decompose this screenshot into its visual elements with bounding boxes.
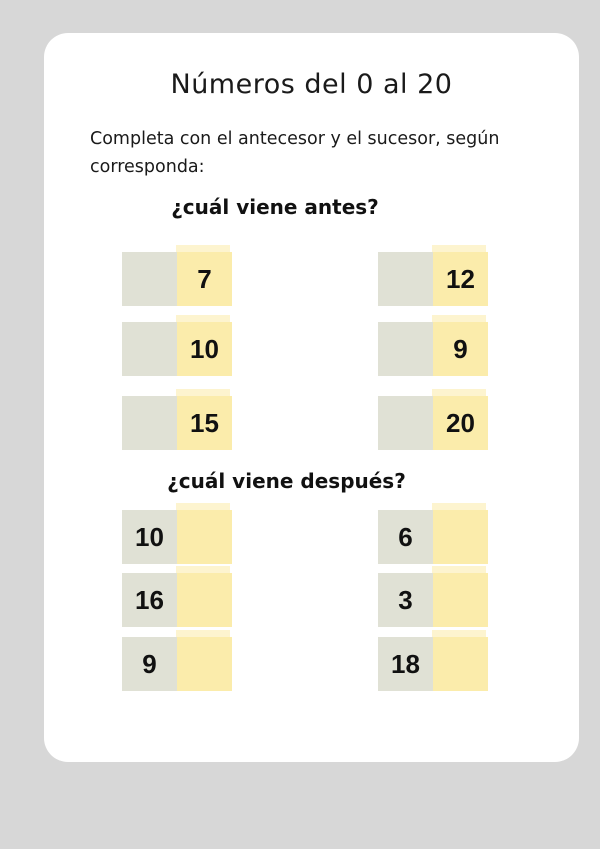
antes-pair-10: 10	[122, 315, 232, 376]
given-number-cell: 6	[378, 510, 433, 564]
heading-cual-viene-antes: ¿cuál viene antes?	[171, 195, 379, 219]
antecessor-answer-cell[interactable]	[378, 252, 433, 306]
despues-pair-6: 6	[378, 503, 488, 564]
antes-row-2: 10 9	[122, 315, 488, 376]
heading-cual-viene-despues: ¿cuál viene después?	[167, 469, 406, 493]
given-number-cell: 3	[378, 573, 433, 627]
antecessor-answer-cell[interactable]	[122, 322, 177, 376]
given-number-cell: 20	[432, 389, 488, 450]
antes-pair-12: 12	[378, 245, 488, 306]
given-number-cell: 10	[122, 510, 177, 564]
despues-pair-9: 9	[122, 630, 232, 691]
antecessor-answer-cell[interactable]	[122, 252, 177, 306]
despues-pair-10: 10	[122, 503, 232, 564]
given-number-cell: 12	[432, 245, 488, 306]
worksheet-title: Números del 0 al 20	[170, 69, 453, 100]
antes-pair-20: 20	[378, 389, 488, 450]
antes-row-1: 7 12	[122, 245, 488, 306]
antes-row-3: 15 20	[122, 389, 488, 450]
despues-pair-16: 16	[122, 566, 232, 627]
given-number-cell: 7	[176, 245, 232, 306]
instruction-line-1: Completa con el antecesor y el sucesor, …	[90, 129, 500, 149]
antecessor-answer-cell[interactable]	[122, 396, 177, 450]
successor-answer-cell[interactable]	[432, 630, 488, 691]
given-number-cell: 16	[122, 573, 177, 627]
despues-pair-18: 18	[378, 630, 488, 691]
given-number-cell: 18	[378, 637, 433, 691]
successor-answer-cell[interactable]	[432, 503, 488, 564]
instruction-line-2: corresponda:	[90, 157, 205, 177]
antecessor-answer-cell[interactable]	[378, 396, 433, 450]
given-number-cell: 9	[122, 637, 177, 691]
successor-answer-cell[interactable]	[176, 630, 232, 691]
successor-answer-cell[interactable]	[176, 503, 232, 564]
worksheet-card: Números del 0 al 20 Completa con el ante…	[44, 33, 579, 762]
given-number-cell: 10	[176, 315, 232, 376]
despues-row-1: 10 6	[122, 503, 488, 564]
despues-row-2: 16 3	[122, 566, 488, 627]
antecessor-answer-cell[interactable]	[378, 322, 433, 376]
despues-row-3: 9 18	[122, 630, 488, 691]
given-number-cell: 9	[432, 315, 488, 376]
despues-pair-3: 3	[378, 566, 488, 627]
successor-answer-cell[interactable]	[432, 566, 488, 627]
given-number-cell: 15	[176, 389, 232, 450]
antes-pair-9: 9	[378, 315, 488, 376]
instruction-text: Completa con el antecesor y el sucesor, …	[90, 125, 530, 181]
successor-answer-cell[interactable]	[176, 566, 232, 627]
antes-pair-7: 7	[122, 245, 232, 306]
antes-pair-15: 15	[122, 389, 232, 450]
